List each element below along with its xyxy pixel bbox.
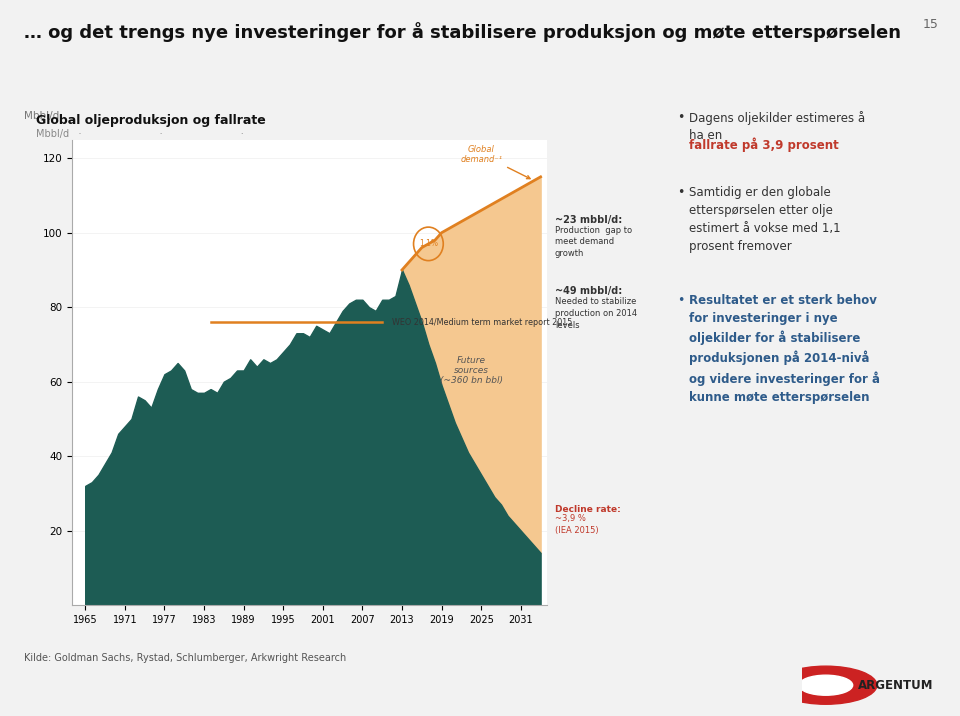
Text: Needed to stabilize
production on 2014
levels: Needed to stabilize production on 2014 l…	[555, 297, 637, 330]
Text: Resultatet er et sterk behov
for investeringer i nye
oljekilder for å stabiliser: Resultatet er et sterk behov for investe…	[689, 294, 880, 404]
Text: ~3,9 %
(IEA 2015): ~3,9 % (IEA 2015)	[555, 514, 598, 535]
Text: Global oljeproduksjon og fallrate: Global oljeproduksjon og fallrate	[36, 114, 266, 127]
Text: Decline rate:: Decline rate:	[555, 505, 620, 514]
Text: fallrate på 3,9 prosent: fallrate på 3,9 prosent	[689, 137, 839, 152]
Text: Dagens oljekilder estimeres å
ha en: Dagens oljekilder estimeres å ha en	[689, 111, 865, 142]
Text: Future
sources
(~360 bn bbl): Future sources (~360 bn bbl)	[440, 356, 503, 385]
Text: ~23 mbbl/d:: ~23 mbbl/d:	[555, 215, 622, 225]
Text: •: •	[677, 111, 684, 124]
Text: 1.1%: 1.1%	[419, 239, 438, 248]
Text: Samtidig er den globale
etterspørselen etter olje
estimert å vokse med 1,1
prose: Samtidig er den globale etterspørselen e…	[689, 186, 841, 253]
Text: ~49 mbbl/d:: ~49 mbbl/d:	[555, 286, 622, 296]
Text: … og det trengs nye investeringer for å stabilisere produksjon og møte etterspør: … og det trengs nye investeringer for å …	[24, 22, 901, 42]
Text: Kilde: Goldman Sachs, Rystad, Schlumberger, Arkwright Research: Kilde: Goldman Sachs, Rystad, Schlumberg…	[24, 653, 347, 663]
Text: Mbbl/d: Mbbl/d	[25, 111, 60, 121]
Circle shape	[775, 666, 876, 705]
Text: Global
demand⁻¹: Global demand⁻¹	[460, 145, 530, 179]
Text: •: •	[677, 186, 684, 199]
Text: ARGENTUM: ARGENTUM	[858, 679, 933, 692]
Text: 15: 15	[923, 18, 939, 31]
Text: WEO 2014/Medium term market report 2015: WEO 2014/Medium term market report 2015	[392, 318, 572, 326]
Text: •: •	[677, 294, 684, 306]
Circle shape	[799, 675, 852, 695]
Text: Mbbl/d   ·                         ·                         ·: Mbbl/d · · ·	[36, 129, 244, 139]
Text: Production  gap to
meet demand
growth: Production gap to meet demand growth	[555, 226, 632, 258]
